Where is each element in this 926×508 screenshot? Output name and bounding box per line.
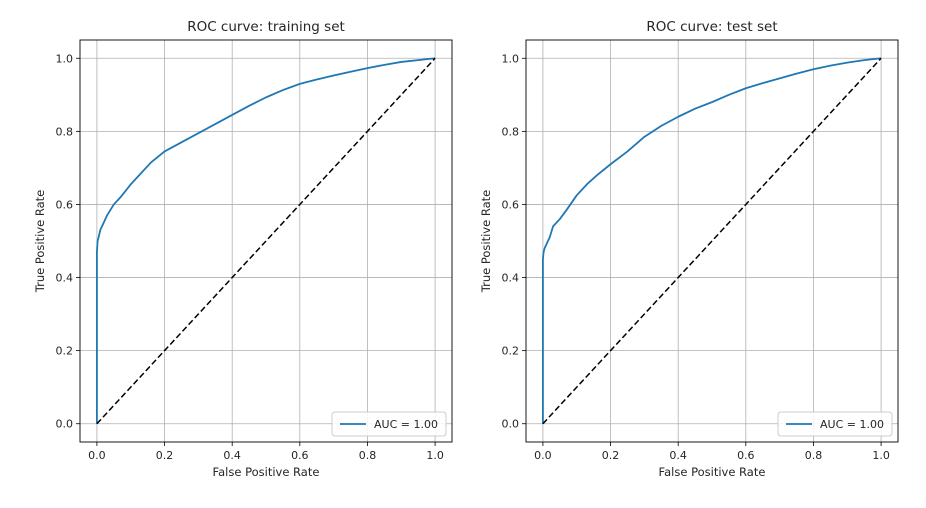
y-tick-label: 1.0 [56, 52, 74, 65]
y-tick-label: 0.6 [502, 198, 520, 211]
x-tick-label: 0.4 [669, 449, 687, 462]
x-tick-label: 0.8 [805, 449, 823, 462]
x-tick-label: 1.0 [426, 449, 444, 462]
y-tick-label: 0.0 [502, 418, 520, 431]
x-tick-label: 0.2 [602, 449, 620, 462]
chance-diagonal-line [542, 57, 882, 425]
chart-panel-1: 0.0 0.2 0.4 0.6 0.8 1.0 0.0 0.2 0.4 0.6 0.8 1.0 ROC … [33, 19, 453, 479]
chart-title: ROC curve: test set [646, 19, 777, 35]
legend-label: AUC = 1.00 [820, 418, 884, 431]
x-tick-label: 0.0 [534, 449, 552, 462]
x-axis-label: False Positive Rate [659, 465, 766, 479]
x-tick-label: 0.6 [291, 449, 309, 462]
x-axis-label: False Positive Rate [213, 465, 320, 479]
axes-frame [525, 39, 899, 443]
y-axis-label: True Positive Rate [479, 190, 493, 293]
y-tick-label: 0.8 [502, 125, 520, 138]
legend-label: AUC = 1.00 [374, 418, 438, 431]
x-tick-label: 0.6 [737, 449, 755, 462]
x-tick-label: 0.4 [223, 449, 241, 462]
legend: AUC = 1.00 [331, 411, 447, 437]
chart-title: ROC curve: training set [187, 19, 345, 35]
y-tick-label: 0.4 [502, 272, 520, 285]
y-tick-label: 0.8 [56, 125, 74, 138]
y-tick-label: 1.0 [502, 52, 520, 65]
axes-frame [79, 39, 453, 443]
x-tick-label: 0.8 [359, 449, 377, 462]
y-tick-label: 0.2 [502, 345, 520, 358]
legend-box [331, 411, 447, 437]
y-axis-label: True Positive Rate [33, 190, 47, 293]
y-tick-label: 0.0 [56, 418, 74, 431]
y-tick-label: 0.2 [56, 345, 74, 358]
roc-curve-line [96, 57, 436, 424]
chance-diagonal-line [96, 57, 436, 425]
legend: AUC = 1.00 [777, 411, 893, 437]
x-tick-label: 0.0 [88, 449, 106, 462]
roc-curve-line [542, 57, 882, 424]
x-tick-label: 0.2 [156, 449, 174, 462]
chart-panel-2: 0.0 0.2 0.4 0.6 0.8 1.0 0.0 0.2 0.4 0.6 0.8 1.0 ROC … [479, 19, 899, 479]
legend-box [777, 411, 893, 437]
y-tick-label: 0.6 [56, 198, 74, 211]
y-tick-label: 0.4 [56, 272, 74, 285]
x-tick-label: 1.0 [872, 449, 890, 462]
